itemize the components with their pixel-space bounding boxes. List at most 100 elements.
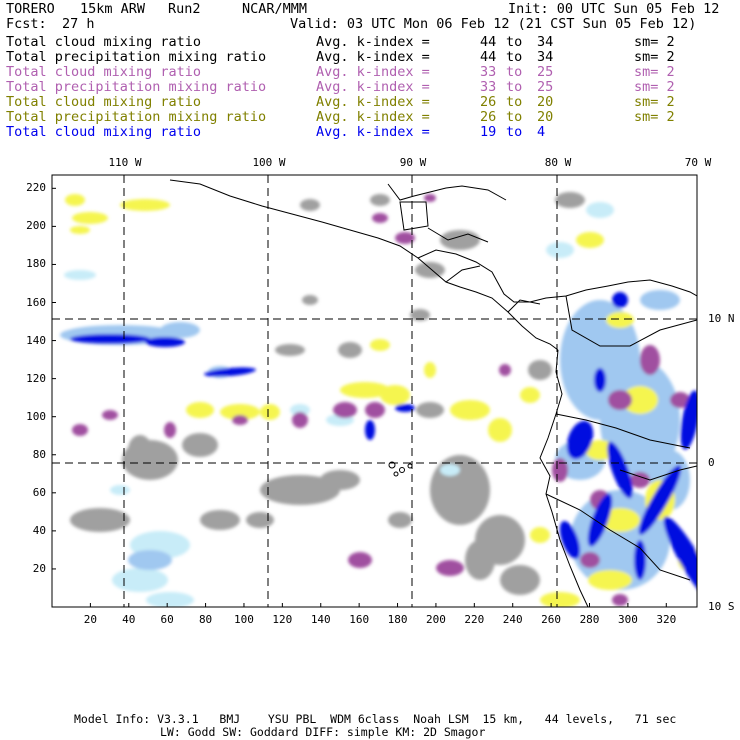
field-area bbox=[112, 568, 168, 592]
field-area bbox=[552, 458, 568, 482]
field-area bbox=[70, 334, 150, 344]
init-time: Init: 00 UTC Sun 05 Feb 12 bbox=[508, 1, 720, 17]
field-area bbox=[634, 540, 646, 580]
field-area bbox=[594, 368, 606, 392]
y-tick-label: 40 bbox=[32, 523, 46, 537]
x-tick-label: 220 bbox=[464, 613, 485, 626]
model-run: Run2 bbox=[168, 1, 201, 17]
field-area bbox=[70, 226, 90, 234]
border-2 bbox=[427, 227, 489, 243]
latitude-label: 10 S bbox=[708, 600, 735, 613]
legend-kindex-label: Avg. k-index = bbox=[316, 124, 430, 140]
legend-to: to bbox=[506, 49, 523, 65]
field-area bbox=[410, 309, 430, 321]
legend-field: Total precipitation mixing ratio bbox=[6, 49, 267, 65]
latitude-label: 0 bbox=[708, 456, 715, 469]
longitude-label: 100 W bbox=[252, 156, 286, 169]
x-tick-label: 60 bbox=[160, 613, 174, 626]
field-area bbox=[145, 337, 185, 347]
field-area bbox=[204, 367, 256, 377]
field-area bbox=[663, 516, 697, 604]
field-area bbox=[370, 194, 390, 206]
legend-field: Total cloud mixing ratio bbox=[6, 64, 202, 80]
field-area bbox=[440, 230, 480, 250]
legend-to: to bbox=[506, 124, 523, 140]
legend-k-from: 44 bbox=[480, 34, 497, 50]
legend-k-to: 34 bbox=[537, 49, 554, 65]
field-area bbox=[612, 292, 628, 308]
x-tick-label: 40 bbox=[122, 613, 136, 626]
field-area bbox=[333, 402, 357, 418]
field-area bbox=[546, 242, 574, 258]
longitude-label: 110 W bbox=[108, 156, 142, 169]
field-area bbox=[640, 290, 680, 310]
legend-k-from: 33 bbox=[480, 79, 497, 95]
y-tick-label: 180 bbox=[26, 257, 46, 271]
legend-sm: sm= 2 bbox=[634, 79, 675, 95]
forecast-hour: 27 h bbox=[62, 16, 95, 32]
y-tick-label: 160 bbox=[26, 295, 46, 309]
x-tick-label: 80 bbox=[198, 613, 213, 626]
field-area bbox=[302, 295, 318, 305]
border-8 bbox=[619, 465, 697, 481]
legend-field: Total cloud mixing ratio bbox=[6, 34, 202, 50]
field-area bbox=[160, 322, 200, 338]
plot-frame bbox=[51, 174, 698, 608]
field-area bbox=[566, 420, 594, 460]
legend-kindex-label: Avg. k-index = bbox=[316, 34, 430, 50]
field-area bbox=[200, 510, 240, 530]
field-area bbox=[436, 560, 464, 576]
field-area bbox=[630, 472, 650, 488]
field-area bbox=[520, 387, 540, 403]
yucatan-coast bbox=[387, 183, 507, 201]
y-tick-label: 80 bbox=[32, 447, 46, 461]
legend-k-from: 33 bbox=[480, 64, 497, 80]
field-area bbox=[612, 594, 628, 606]
field-area bbox=[576, 232, 604, 248]
field-area bbox=[606, 312, 634, 328]
field-area bbox=[182, 433, 218, 457]
field-area bbox=[220, 404, 260, 420]
legend-sm: sm= 2 bbox=[634, 109, 675, 125]
legend-to: to bbox=[506, 64, 523, 80]
field-area bbox=[260, 475, 340, 505]
legend-k-from: 44 bbox=[480, 49, 497, 65]
field-area bbox=[388, 512, 412, 528]
field-area bbox=[275, 344, 305, 356]
x-tick-label: 260 bbox=[541, 613, 562, 626]
legend-k-to: 20 bbox=[537, 94, 554, 110]
field-area bbox=[585, 440, 615, 460]
legend-kindex-label: Avg. k-index = bbox=[316, 49, 430, 65]
x-tick-label: 140 bbox=[310, 613, 331, 626]
border-3 bbox=[445, 265, 481, 283]
longitude-label: 80 W bbox=[544, 156, 572, 169]
x-tick-label: 200 bbox=[425, 613, 446, 626]
field-area bbox=[164, 422, 176, 438]
legend-kindex-label: Avg. k-index = bbox=[316, 94, 430, 110]
legend-to: to bbox=[506, 34, 523, 50]
latitude-label: 10 N bbox=[708, 312, 735, 325]
y-tick-label: 120 bbox=[26, 371, 46, 385]
field-area bbox=[586, 202, 614, 218]
field-area bbox=[587, 493, 613, 547]
border-6 bbox=[555, 413, 691, 449]
legend-to: to bbox=[506, 94, 523, 110]
galapagos-island bbox=[399, 467, 405, 473]
y-tick-label: 100 bbox=[26, 409, 46, 423]
model-info: Model Info: V3.3.1 BMJ YSU PBL WDM 6clas… bbox=[74, 712, 677, 726]
field-area bbox=[365, 420, 375, 440]
galapagos-island bbox=[407, 463, 413, 469]
legend-field: Total precipitation mixing ratio bbox=[6, 79, 267, 95]
x-tick-label: 280 bbox=[579, 613, 600, 626]
field-area bbox=[300, 199, 320, 211]
field-area bbox=[488, 418, 512, 442]
field-area bbox=[622, 386, 658, 414]
border-1 bbox=[399, 201, 429, 231]
field-area bbox=[70, 508, 130, 532]
field-area bbox=[380, 385, 410, 405]
south-america-coast bbox=[539, 349, 589, 607]
legend-k-to: 4 bbox=[537, 124, 546, 140]
field-area bbox=[465, 540, 495, 580]
axis-ticks bbox=[52, 187, 667, 607]
